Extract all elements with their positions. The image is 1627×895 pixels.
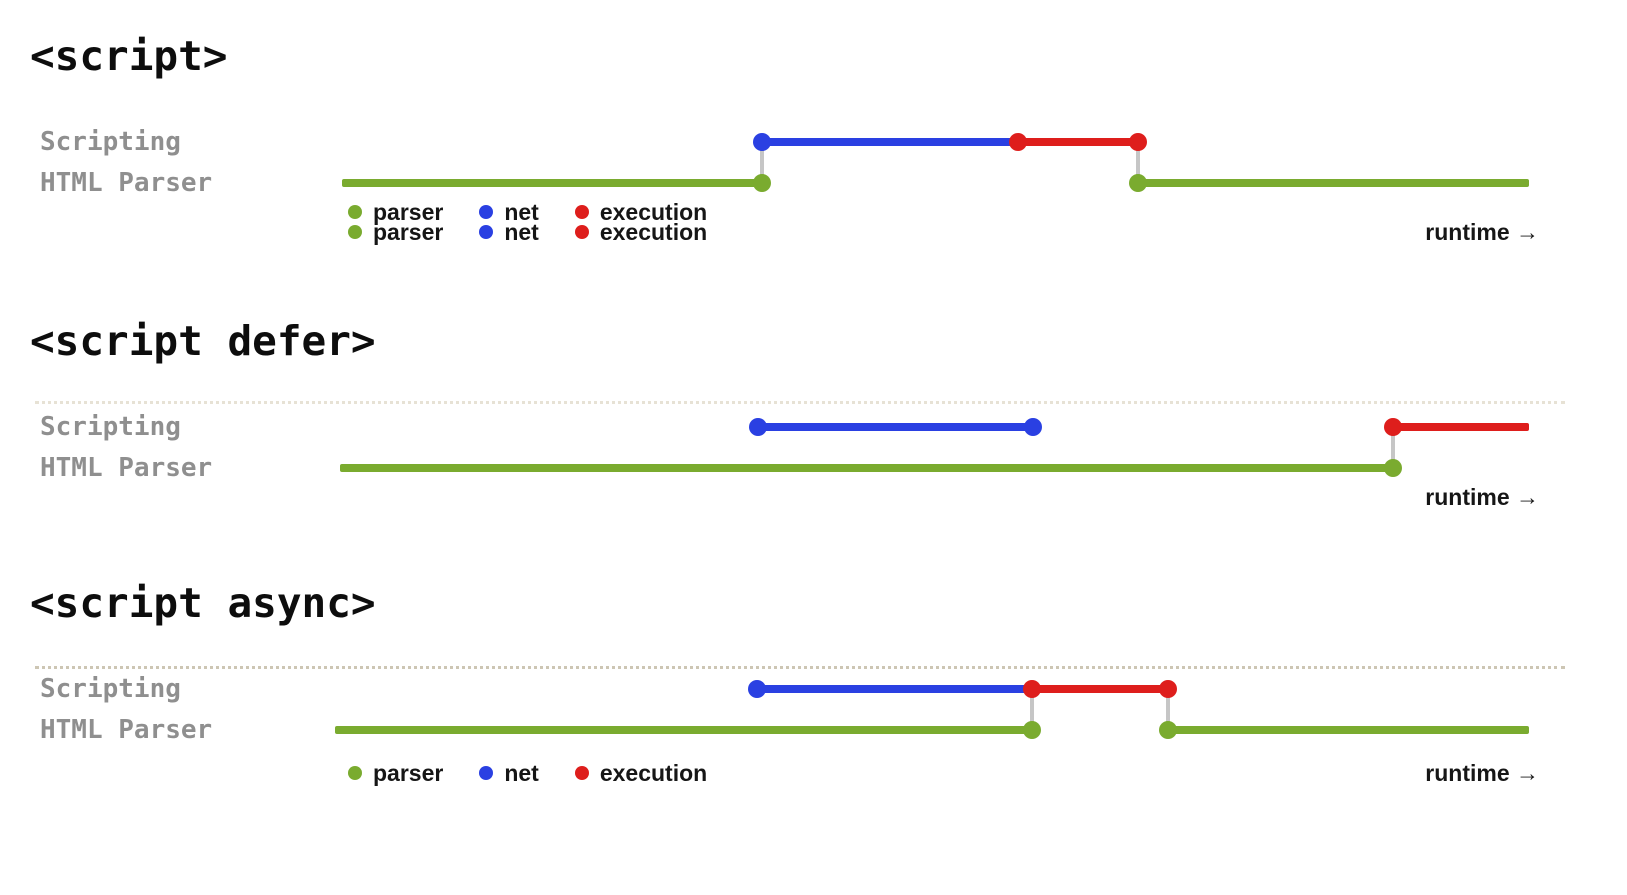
legend-item-net: net [479, 219, 539, 245]
runtime-axis-label: runtime → [1425, 760, 1539, 786]
row-label-scripting: Scripting [40, 412, 181, 442]
legend-label-execution: execution [599, 760, 708, 786]
legend-item-parser: parser [348, 199, 443, 225]
row-label-scripting: Scripting [40, 127, 181, 157]
section-title: <script defer> [30, 317, 376, 365]
section-script-defer: <script defer> Scripting HTML Parser par… [0, 199, 1627, 547]
parser-dot [1159, 721, 1177, 739]
parser-segment [1168, 726, 1529, 734]
legend-label-parser: parser [373, 199, 444, 225]
row-label-scripting: Scripting [40, 674, 181, 704]
connector-line [1030, 689, 1034, 730]
legend-label-parser: parser [373, 219, 444, 245]
execution-dot [1023, 680, 1041, 698]
execution-dot [1384, 418, 1402, 436]
net-legend-dot [479, 205, 494, 219]
legend-label-execution: execution [599, 219, 708, 245]
execution-dot [1009, 133, 1027, 151]
connector-line [1166, 689, 1170, 730]
dotted-separator-line [35, 666, 1565, 669]
execution-segment [1032, 685, 1168, 693]
execution-dot [1129, 133, 1147, 151]
row-label-html-parser: HTML Parser [40, 453, 213, 483]
legend: parser net execution [348, 219, 707, 245]
connector-line [1136, 142, 1140, 183]
section-script: <script> Scripting HTML Parser parser ne… [0, 0, 1627, 272]
parser-segment [340, 464, 1393, 472]
parser-dot [753, 174, 771, 192]
parser-segment [335, 726, 1032, 734]
legend-item-execution: execution [574, 760, 708, 786]
net-legend-dot [479, 766, 494, 780]
legend-item-net: net [479, 199, 539, 225]
execution-legend-dot [574, 766, 589, 780]
row-label-html-parser: HTML Parser [40, 715, 213, 745]
legend-label-net: net [504, 199, 539, 225]
execution-segment [1018, 138, 1138, 146]
legend: parser net execution [348, 760, 707, 786]
execution-segment [1393, 423, 1529, 431]
parser-dot [1129, 174, 1147, 192]
section-title: <script> [30, 32, 228, 80]
net-dot [749, 418, 767, 436]
section-script-async: <script async> Scripting HTML Parser par… [0, 547, 1627, 827]
timeline-canvas [0, 285, 1627, 547]
runtime-axis-label: runtime → [1425, 484, 1539, 510]
timeline-canvas [0, 0, 1627, 272]
parser-legend-dot [348, 205, 362, 219]
legend-item-execution: execution [574, 219, 708, 245]
net-segment [758, 423, 1033, 431]
net-dot [748, 680, 766, 698]
execution-dot [1159, 680, 1177, 698]
legend-label-execution: execution [599, 199, 708, 225]
net-dot [1024, 418, 1042, 436]
net-legend-dot [479, 225, 494, 239]
runtime-axis-label: runtime → [1425, 219, 1539, 245]
legend-item-execution: execution [574, 199, 708, 225]
legend-label-parser: parser [373, 760, 444, 786]
legend-item-parser: parser [348, 219, 443, 245]
parser-dot [1384, 459, 1402, 477]
parser-segment [1138, 179, 1529, 187]
legend-item-net: net [479, 760, 539, 786]
legend-label-net: net [504, 760, 539, 786]
parser-dot [1023, 721, 1041, 739]
legend: parser net execution [348, 199, 707, 225]
parser-legend-dot [348, 766, 362, 780]
timeline-canvas [0, 547, 1627, 827]
section-title: <script async> [30, 579, 376, 627]
execution-legend-dot [574, 205, 589, 219]
connector-line [1391, 427, 1395, 468]
legend-item-parser: parser [348, 760, 443, 786]
row-label-html-parser: HTML Parser [40, 168, 213, 198]
parser-segment [342, 179, 762, 187]
dotted-separator-line [35, 401, 1565, 404]
net-segment [757, 685, 1032, 693]
execution-legend-dot [574, 225, 589, 239]
parser-legend-dot [348, 225, 362, 239]
net-segment [762, 138, 1018, 146]
net-dot [753, 133, 771, 151]
legend-label-net: net [504, 219, 539, 245]
connector-line [760, 142, 764, 183]
